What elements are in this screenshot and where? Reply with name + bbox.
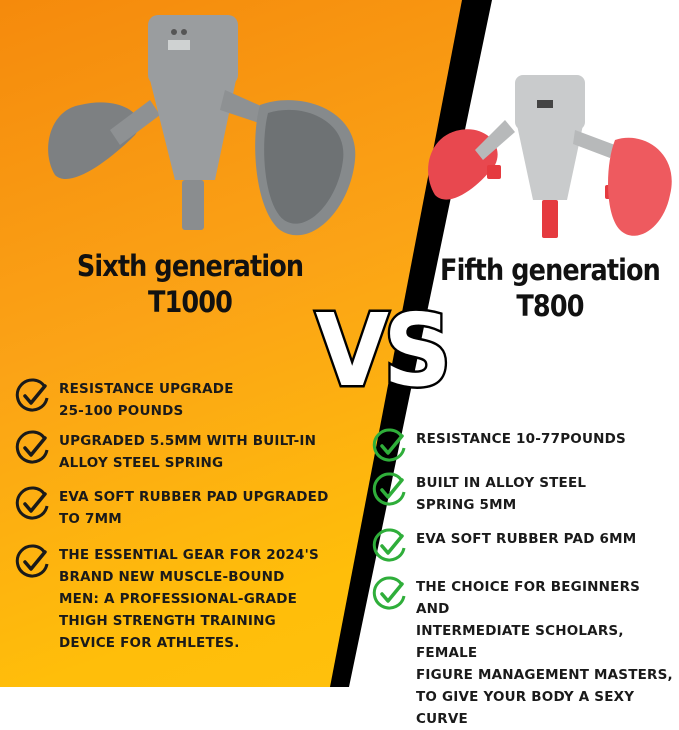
feature-item: RESISTANCE 10-77POUNDS bbox=[372, 428, 626, 464]
left-title-line2: T1000 bbox=[147, 285, 233, 319]
t1000-device-image bbox=[48, 15, 356, 236]
feature-text: RESISTANCE UPGRADE 25-100 POUNDS bbox=[59, 381, 234, 419]
feature-text: EVA SOFT RUBBER PAD 6MM bbox=[416, 531, 637, 547]
right-title: Fifth generation T800 bbox=[436, 252, 665, 324]
check-circle-icon bbox=[372, 528, 406, 562]
right-title-line1: Fifth generation bbox=[440, 253, 661, 287]
check-circle-icon bbox=[15, 378, 49, 412]
feature-item: EVA SOFT RUBBER PAD 6MM bbox=[372, 528, 636, 564]
right-title-line2: T800 bbox=[516, 289, 584, 323]
feature-text: UPGRADED 5.5MM WITH BUILT-IN ALLOY STEEL… bbox=[59, 433, 317, 471]
feature-item: UPGRADED 5.5MM WITH BUILT-IN ALLOY STEEL… bbox=[15, 430, 316, 474]
left-title: Sixth generation T1000 bbox=[71, 248, 309, 320]
feature-text: THE CHOICE FOR BEGINNERS AND INTERMEDIAT… bbox=[416, 579, 673, 727]
check-circle-icon bbox=[372, 472, 406, 506]
feature-text: BUILT IN ALLOY STEEL SPRING 5MM bbox=[416, 475, 587, 513]
feature-item: THE CHOICE FOR BEGINNERS AND INTERMEDIAT… bbox=[372, 576, 677, 730]
check-circle-icon bbox=[15, 486, 49, 520]
feature-item: THE ESSENTIAL GEAR FOR 2024'S BRAND NEW … bbox=[15, 544, 319, 654]
feature-text: THE ESSENTIAL GEAR FOR 2024'S BRAND NEW … bbox=[59, 547, 319, 651]
feature-item: EVA SOFT RUBBER PAD UPGRADED TO 7MM bbox=[15, 486, 329, 530]
check-circle-icon bbox=[15, 430, 49, 464]
check-circle-icon bbox=[15, 544, 49, 578]
t800-device-image bbox=[428, 75, 672, 238]
check-circle-icon bbox=[372, 428, 406, 462]
feature-text: RESISTANCE 10-77POUNDS bbox=[416, 431, 626, 447]
feature-item: RESISTANCE UPGRADE 25-100 POUNDS bbox=[15, 378, 234, 422]
check-circle-icon bbox=[372, 576, 406, 610]
vs-label: VS bbox=[313, 290, 454, 412]
feature-item: BUILT IN ALLOY STEEL SPRING 5MM bbox=[372, 472, 586, 516]
left-title-line1: Sixth generation bbox=[76, 249, 304, 283]
feature-text: EVA SOFT RUBBER PAD UPGRADED TO 7MM bbox=[59, 489, 329, 527]
